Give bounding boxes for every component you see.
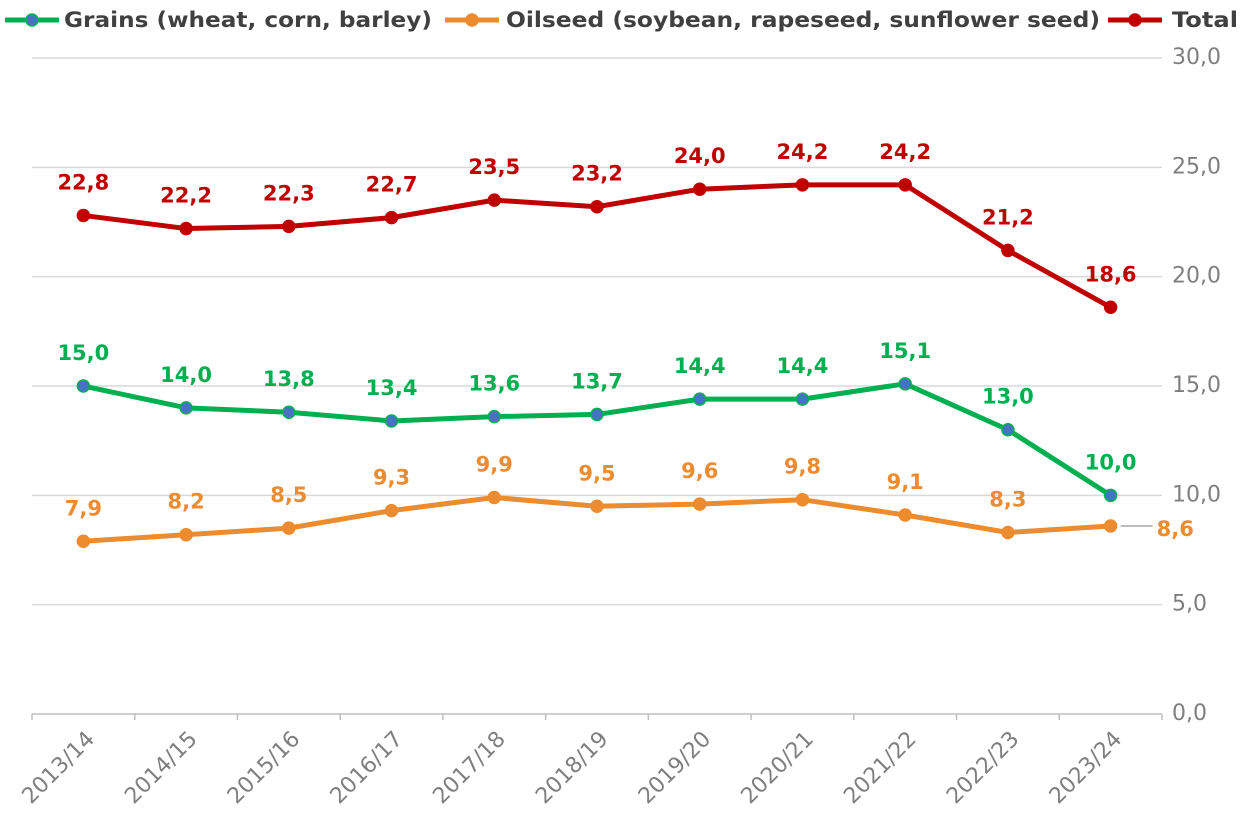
- data-label: 9,3: [373, 466, 410, 490]
- point: [1001, 422, 1015, 437]
- point: [384, 503, 399, 518]
- point: [898, 508, 912, 522]
- data-label: 8,5: [270, 483, 307, 507]
- x-tick-label: 2014/15: [120, 727, 202, 809]
- data-label: 22,3: [263, 181, 315, 205]
- point: [898, 178, 912, 192]
- y-tick-label: 15,0: [1172, 373, 1221, 398]
- point: [76, 379, 91, 393]
- point: [76, 534, 91, 549]
- point: [1103, 488, 1118, 503]
- data-label: 22,2: [160, 184, 212, 208]
- point: [1001, 525, 1015, 540]
- data-label: 24,2: [879, 140, 931, 164]
- data-label: 23,2: [571, 162, 623, 186]
- point: [384, 414, 399, 428]
- y-tick-label: 20,0: [1172, 264, 1221, 289]
- data-label: 9,1: [887, 470, 924, 494]
- point: [692, 182, 707, 196]
- x-tick-label: 2015/16: [223, 727, 305, 809]
- point: [1103, 300, 1118, 315]
- data-label: 8,2: [167, 490, 204, 514]
- point: [179, 221, 193, 236]
- y-tick-label: 25,0: [1172, 154, 1221, 179]
- x-tick-label: 2013/14: [18, 727, 100, 809]
- x-tick-label: 2019/20: [634, 727, 716, 809]
- legend-label: Total: [1172, 8, 1238, 32]
- y-tick-label: 0,0: [1172, 701, 1207, 726]
- x-tick-label: 2016/17: [326, 727, 408, 809]
- data-label: 14,4: [674, 354, 726, 378]
- data-label: 15,1: [879, 339, 931, 363]
- x-tick-label: 2020/21: [737, 727, 819, 809]
- data-label: 21,2: [982, 205, 1034, 229]
- data-label: 9,9: [476, 453, 513, 477]
- data-label: 18,6: [1085, 262, 1137, 286]
- data-label: 22,7: [366, 173, 418, 197]
- x-tick-label: 2023/24: [1045, 727, 1127, 809]
- point: [487, 490, 502, 505]
- legend-label: Grains (wheat, corn, barley): [64, 8, 432, 32]
- legend-marker: [465, 13, 479, 27]
- data-label: 9,5: [578, 461, 615, 485]
- point: [76, 208, 91, 223]
- data-label: 7,9: [65, 496, 102, 520]
- point: [179, 527, 193, 542]
- point: [692, 392, 707, 406]
- data-label: 13,0: [982, 385, 1034, 409]
- x-tick-label: 2018/19: [531, 727, 613, 809]
- point: [487, 409, 502, 424]
- y-tick-label: 5,0: [1172, 592, 1207, 617]
- point: [1001, 243, 1015, 258]
- point: [1103, 519, 1118, 533]
- x-tick-label: 2017/18: [428, 727, 510, 809]
- data-label: 9,8: [784, 455, 821, 479]
- data-label: 8,6: [1157, 517, 1194, 541]
- data-label: 13,8: [263, 367, 315, 391]
- data-label: 22,8: [57, 170, 109, 194]
- point: [282, 219, 296, 234]
- point: [282, 521, 296, 535]
- point: [795, 492, 810, 507]
- data-label: 15,0: [57, 341, 109, 365]
- point: [590, 199, 604, 214]
- point: [795, 392, 810, 406]
- data-label: 24,0: [674, 144, 726, 168]
- data-label: 10,0: [1085, 450, 1137, 474]
- point: [590, 499, 604, 514]
- legend-label: Oilseed (soybean, rapeseed, sunflower se…: [506, 8, 1100, 32]
- point: [282, 405, 296, 419]
- data-label: 14,0: [160, 363, 212, 387]
- point: [487, 193, 502, 207]
- point: [898, 377, 912, 391]
- x-tick-label: 2022/23: [942, 727, 1024, 809]
- data-label: 9,6: [681, 459, 718, 483]
- point: [590, 407, 604, 422]
- data-label: 13,4: [366, 376, 418, 400]
- data-label: 8,3: [989, 488, 1026, 512]
- data-label: 24,2: [777, 140, 829, 164]
- data-label: 23,5: [468, 155, 520, 179]
- point: [692, 497, 707, 511]
- point: [179, 401, 193, 415]
- y-tick-label: 30,0: [1172, 45, 1221, 70]
- data-label: 14,4: [777, 354, 829, 378]
- data-label: 13,7: [571, 369, 623, 393]
- y-tick-label: 10,0: [1172, 482, 1221, 507]
- data-label: 13,6: [468, 372, 520, 396]
- point: [384, 210, 399, 225]
- point: [795, 178, 810, 192]
- x-tick-label: 2021/22: [839, 727, 921, 809]
- legend-marker: [25, 13, 39, 27]
- legend-marker: [1128, 13, 1142, 27]
